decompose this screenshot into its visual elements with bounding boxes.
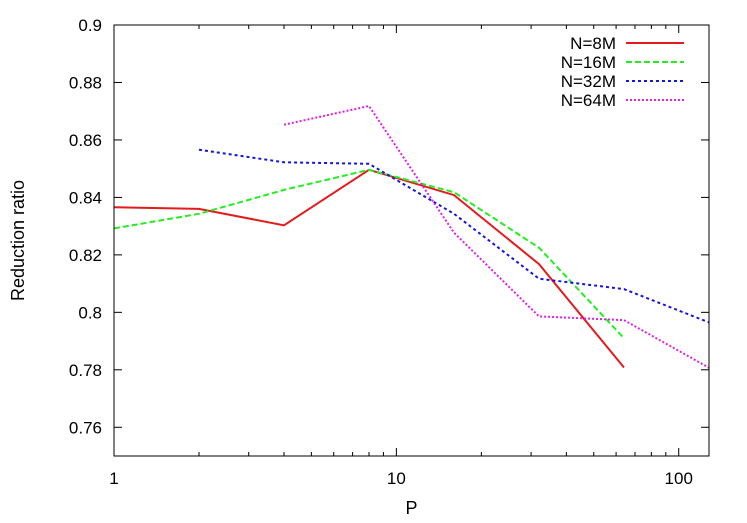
y-tick-label: 0.88 xyxy=(69,73,102,92)
series-layer xyxy=(114,104,709,369)
legend-label-n-32m: N=32M xyxy=(561,72,616,91)
x-axis-ticks: 1 10 100 xyxy=(109,25,693,488)
x-tick-label: 10 xyxy=(387,469,406,488)
y-tick-label: 0.82 xyxy=(69,246,102,265)
plot-frame xyxy=(113,24,710,457)
series-line-n-16m xyxy=(114,168,625,339)
y-tick-label: 0.9 xyxy=(78,16,102,35)
y-axis-label: Reduction ratio xyxy=(8,180,28,301)
y-axis-ticks: 0.76 0.78 0.8 0.82 0.84 0.86 0.88 0.9 xyxy=(69,16,709,437)
x-axis-label: P xyxy=(405,498,417,518)
series-line-n-8m xyxy=(114,168,625,369)
y-tick-label: 0.8 xyxy=(78,303,102,322)
legend-label-n-64m: N=64M xyxy=(561,91,616,110)
y-tick-label: 0.86 xyxy=(69,131,102,150)
y-tick-label: 0.78 xyxy=(69,361,102,380)
y-tick-label: 0.76 xyxy=(69,418,102,437)
legend-label-n-8m: N=8M xyxy=(570,34,616,53)
x-tick-label: 1 xyxy=(109,469,118,488)
series-line-n-64m xyxy=(283,104,709,369)
x-tick-label: 100 xyxy=(665,469,693,488)
legend-label-n-16m: N=16M xyxy=(561,53,616,72)
series-line-n-32m xyxy=(198,148,709,324)
y-tick-label: 0.84 xyxy=(69,188,102,207)
